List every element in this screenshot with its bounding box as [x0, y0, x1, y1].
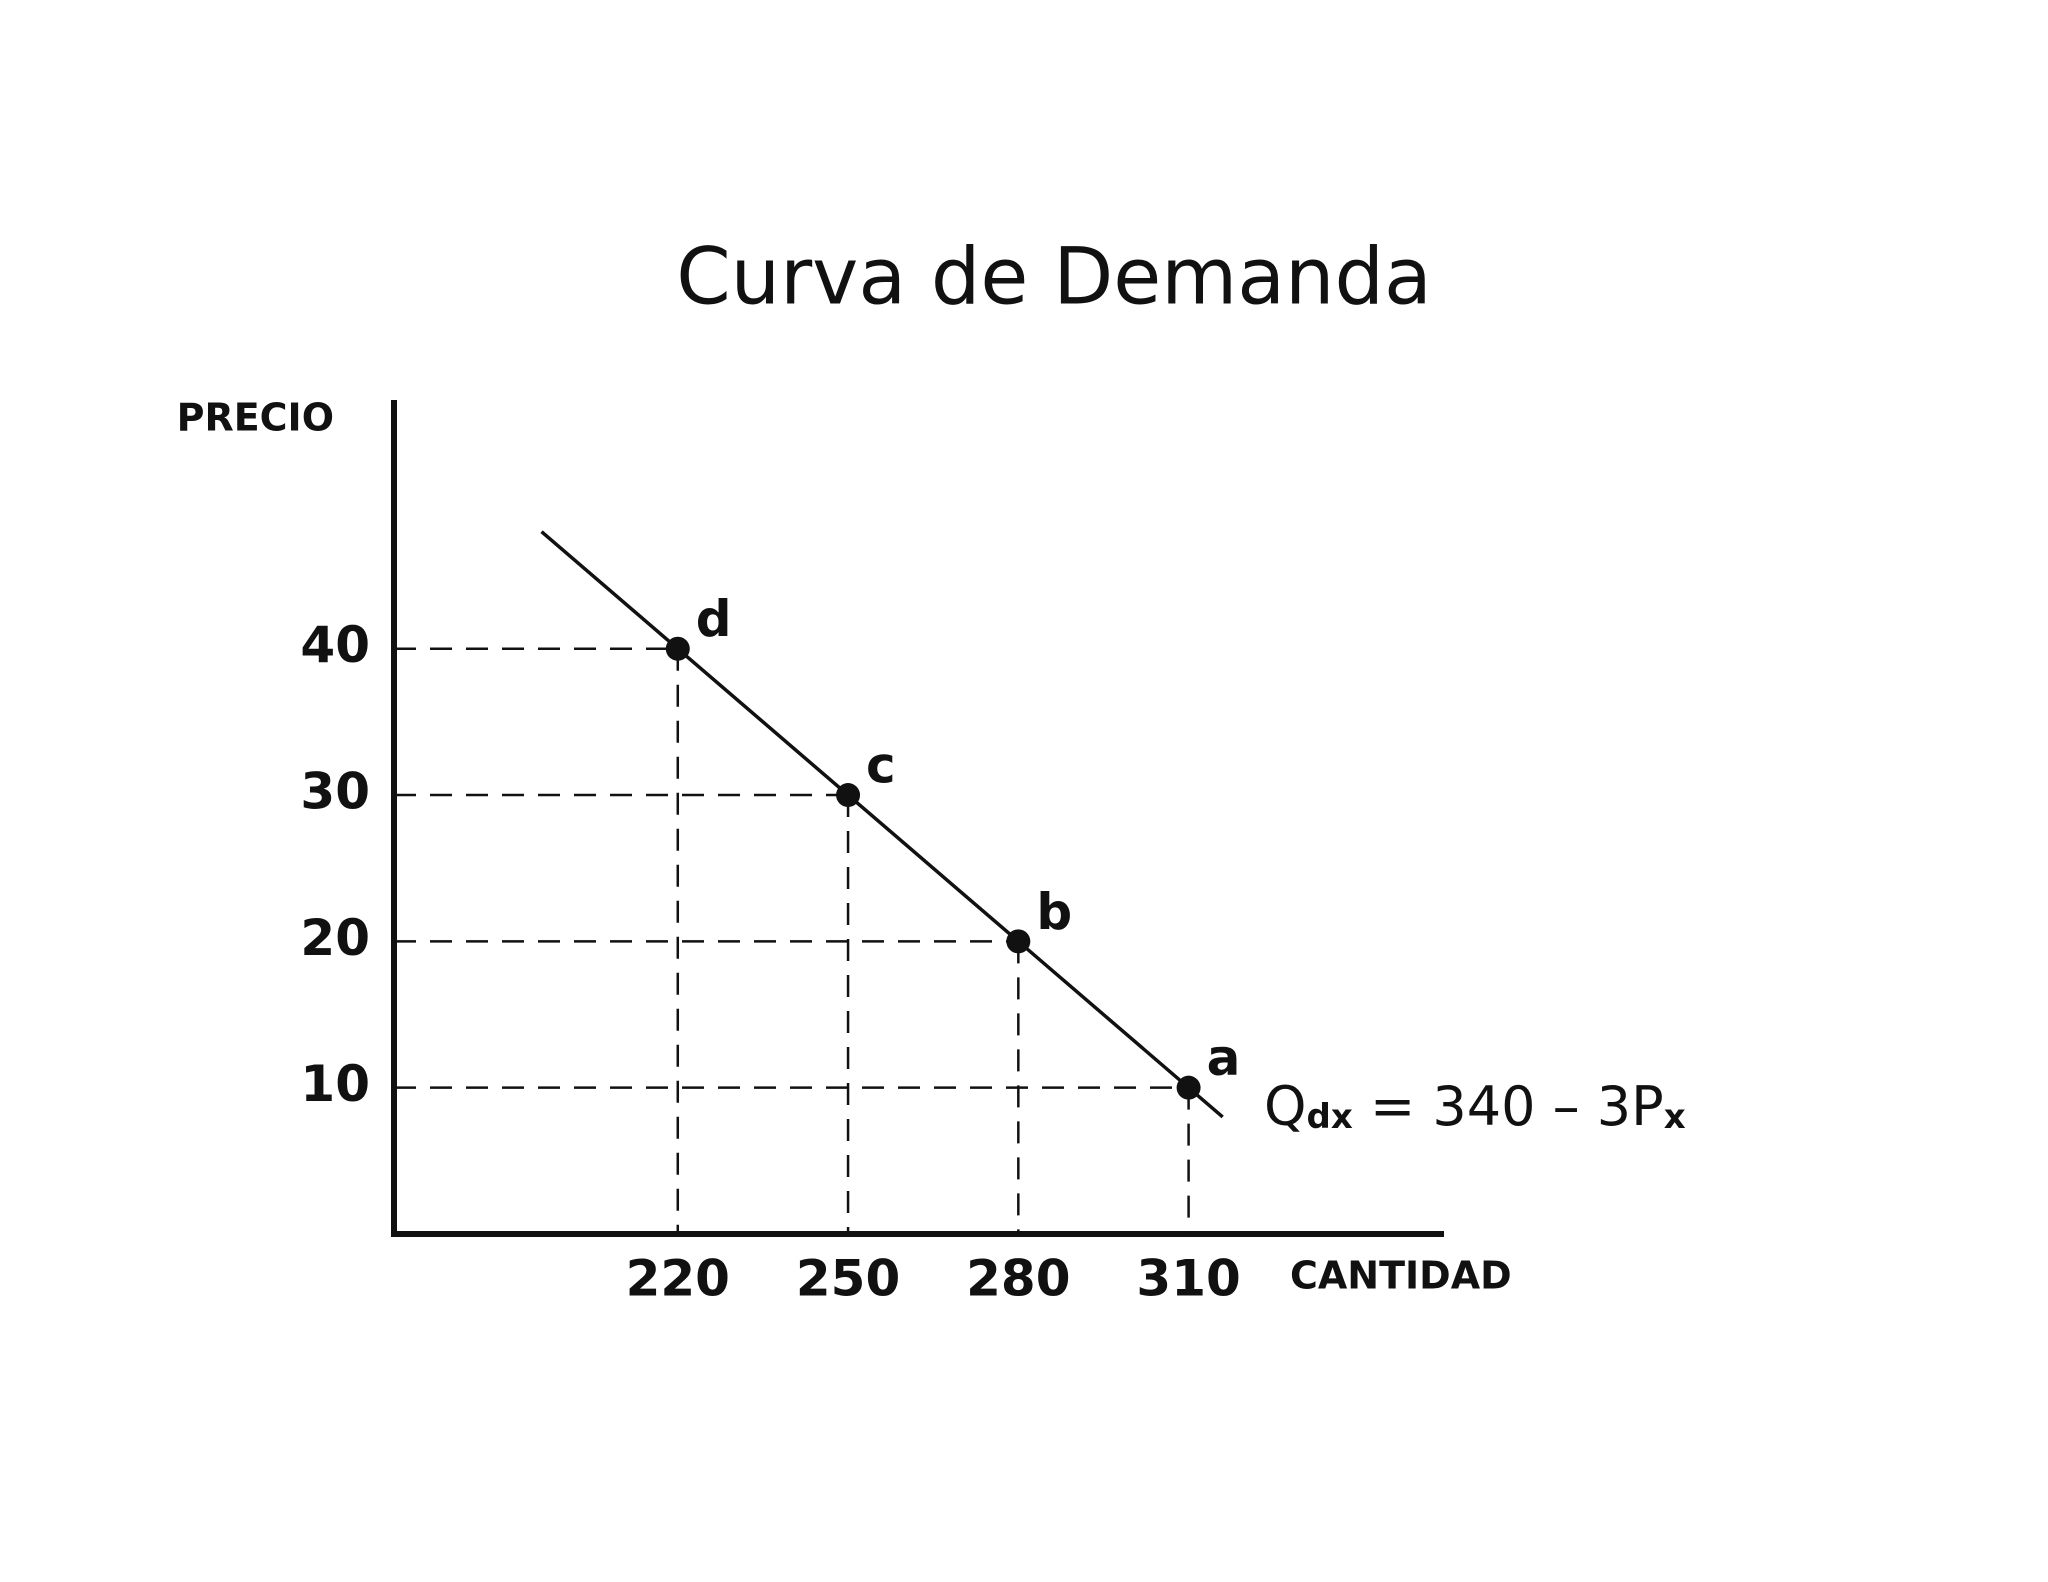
point-label: c: [866, 737, 896, 795]
x-tick-label: 310: [1136, 1250, 1240, 1308]
equation-main: Q: [1264, 1075, 1307, 1138]
y-tick-label: 40: [300, 616, 370, 674]
point: [836, 783, 861, 808]
x-tick-label: 280: [966, 1250, 1070, 1308]
y-tick-label: 30: [300, 763, 370, 821]
point: [1176, 1075, 1201, 1100]
equation-mid: = 340 – 3P: [1353, 1075, 1664, 1138]
x-axis-title: CANTIDAD: [1290, 1254, 1512, 1298]
equation: Qdx = 340 – 3Px: [1264, 1075, 1686, 1138]
x-tick-label: 220: [626, 1250, 730, 1308]
point-label: d: [696, 590, 732, 648]
equation-sub: x: [1664, 1097, 1686, 1137]
y-tick-label: 10: [300, 1055, 370, 1113]
x-tick-label: 250: [796, 1250, 900, 1308]
y-tick-label: 20: [300, 909, 370, 967]
point: [1006, 929, 1031, 954]
point: [665, 636, 690, 661]
demand-line: [540, 530, 1224, 1119]
chart-title: Curva de Demanda: [676, 232, 1432, 322]
equation-sub: dx: [1307, 1097, 1353, 1137]
point-label: b: [1036, 883, 1072, 941]
y-axis-title: PRECIO: [177, 396, 334, 440]
point-label: a: [1207, 1029, 1241, 1087]
